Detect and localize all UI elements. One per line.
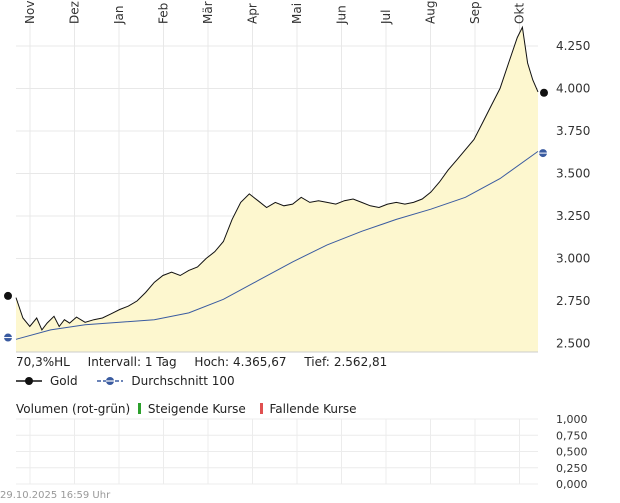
tief-value: 2.562,81 bbox=[333, 355, 388, 369]
stats-line: 70,3%HL Intervall: 1 Tag Hoch: 4.365,67 T… bbox=[16, 355, 401, 369]
falling-bar-icon bbox=[259, 403, 263, 414]
month-tick-label: Nov bbox=[23, 1, 37, 24]
y-tick-label: 3.750 bbox=[556, 124, 590, 138]
tief-stat: Tief: 2.562,81 bbox=[304, 355, 387, 369]
y-tick-label: 4.000 bbox=[556, 82, 590, 96]
month-tick-label: Dez bbox=[68, 1, 82, 24]
volume-tick-label: 0,750 bbox=[556, 429, 588, 442]
tief-label: Tief: bbox=[304, 355, 330, 369]
volume-header: Volumen (rot-grün) Steigende Kurse Falle… bbox=[16, 402, 357, 416]
volume-rising-label: Steigende Kurse bbox=[147, 402, 246, 416]
volume-tick-label: 1,000 bbox=[556, 413, 588, 426]
hoch-stat: Hoch: 4.365,67 bbox=[194, 355, 286, 369]
y-tick-label: 2.750 bbox=[556, 294, 590, 308]
price-chart: 2.500 2.750 3.000 3.250 3.500 3.750 4.000 4.250… bbox=[4, 1, 590, 353]
timestamp: 29.10.2025 16:59 Uhr bbox=[0, 490, 111, 501]
volume-tick-label: 0,500 bbox=[556, 446, 588, 459]
y-tick-label: 3.250 bbox=[556, 209, 590, 223]
hl-stat: 70,3%HL bbox=[16, 355, 70, 369]
gold-area bbox=[16, 27, 538, 353]
month-tick-label: Mär bbox=[201, 1, 215, 24]
legend-gold[interactable]: Gold bbox=[16, 374, 78, 388]
volume-falling-label: Fallende Kurse bbox=[269, 402, 357, 416]
volume-title: Volumen (rot-grün) bbox=[16, 402, 131, 416]
gold-start-marker bbox=[4, 291, 12, 300]
hoch-value: 4.365,67 bbox=[233, 355, 287, 369]
month-tick-label: Jun bbox=[335, 5, 349, 25]
month-tick-label: Okt bbox=[513, 3, 527, 24]
average-line bbox=[15, 150, 539, 340]
month-tick-label: Jul bbox=[379, 10, 393, 25]
y-tick-label: 3.500 bbox=[556, 167, 590, 181]
volume-tick-label: 0,000 bbox=[556, 478, 588, 490]
month-tick-label: Mai bbox=[290, 3, 304, 24]
volume-chart: 1,000 0,750 0,500 0,250 0,000 bbox=[16, 413, 588, 490]
month-tick-label: Jan bbox=[112, 6, 126, 26]
legend-durchschnitt-label: Durchschnitt 100 bbox=[131, 374, 235, 388]
intervall-stat: Intervall: 1 Tag bbox=[87, 355, 177, 369]
legend-durchschnitt[interactable]: Durchschnitt 100 bbox=[97, 374, 235, 388]
month-tick-label: Aug bbox=[424, 1, 438, 24]
legend-gold-label: Gold bbox=[50, 374, 78, 388]
gold-line bbox=[15, 25, 539, 331]
month-tick-label: Apr bbox=[246, 3, 260, 24]
y-tick-label: 4.250 bbox=[556, 39, 590, 53]
gold-line-icon bbox=[16, 377, 42, 385]
hoch-label: Hoch: bbox=[194, 355, 230, 369]
y-tick-label: 3.000 bbox=[556, 252, 590, 266]
month-tick-label: Sep bbox=[468, 1, 482, 24]
average-line-icon bbox=[97, 377, 124, 385]
month-tick-label: Feb bbox=[157, 3, 171, 24]
gold-last-marker bbox=[540, 88, 548, 97]
y-tick-label: 2.500 bbox=[556, 337, 590, 351]
rising-bar-icon bbox=[138, 403, 142, 414]
volume-tick-label: 0,250 bbox=[556, 462, 588, 475]
legend: Gold Durchschnitt 100 bbox=[16, 374, 251, 389]
